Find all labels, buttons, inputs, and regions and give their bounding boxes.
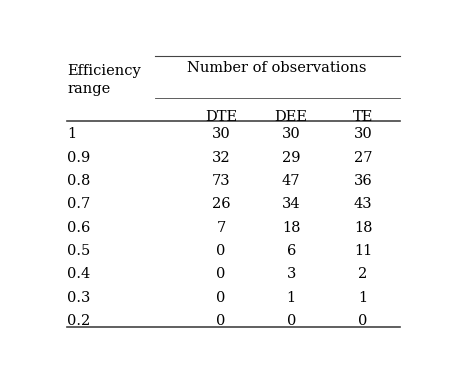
Text: DTE: DTE xyxy=(205,110,237,124)
Text: 47: 47 xyxy=(281,174,300,188)
Text: 18: 18 xyxy=(353,221,372,235)
Text: 0: 0 xyxy=(286,314,295,328)
Text: 36: 36 xyxy=(353,174,372,188)
Text: 7: 7 xyxy=(216,221,225,235)
Text: 0: 0 xyxy=(216,291,226,305)
Text: 26: 26 xyxy=(212,197,230,211)
Text: DEE: DEE xyxy=(274,110,307,124)
Text: 6: 6 xyxy=(286,244,295,258)
Text: 2: 2 xyxy=(358,267,367,282)
Text: 27: 27 xyxy=(353,151,372,165)
Text: 1: 1 xyxy=(286,291,295,305)
Text: 0.3: 0.3 xyxy=(67,291,90,305)
Text: 0: 0 xyxy=(216,314,226,328)
Text: 29: 29 xyxy=(281,151,300,165)
Text: 3: 3 xyxy=(286,267,295,282)
Text: 1: 1 xyxy=(358,291,367,305)
Text: 30: 30 xyxy=(212,127,230,141)
Text: 1: 1 xyxy=(67,127,76,141)
Text: TE: TE xyxy=(352,110,373,124)
Text: 30: 30 xyxy=(281,127,300,141)
Text: 11: 11 xyxy=(353,244,371,258)
Text: 0: 0 xyxy=(358,314,367,328)
Text: 0.8: 0.8 xyxy=(67,174,90,188)
Text: 0.5: 0.5 xyxy=(67,244,90,258)
Text: 34: 34 xyxy=(281,197,300,211)
Text: 0.9: 0.9 xyxy=(67,151,90,165)
Text: range: range xyxy=(67,82,110,96)
Text: 0: 0 xyxy=(216,267,226,282)
Text: Efficiency: Efficiency xyxy=(67,64,140,77)
Text: 0.2: 0.2 xyxy=(67,314,90,328)
Text: 0.7: 0.7 xyxy=(67,197,90,211)
Text: 30: 30 xyxy=(353,127,372,141)
Text: 0.6: 0.6 xyxy=(67,221,90,235)
Text: 0: 0 xyxy=(216,244,226,258)
Text: 43: 43 xyxy=(353,197,372,211)
Text: 73: 73 xyxy=(212,174,230,188)
Text: 18: 18 xyxy=(281,221,300,235)
Text: 32: 32 xyxy=(212,151,230,165)
Text: Number of observations: Number of observations xyxy=(187,61,366,75)
Text: 0.4: 0.4 xyxy=(67,267,90,282)
